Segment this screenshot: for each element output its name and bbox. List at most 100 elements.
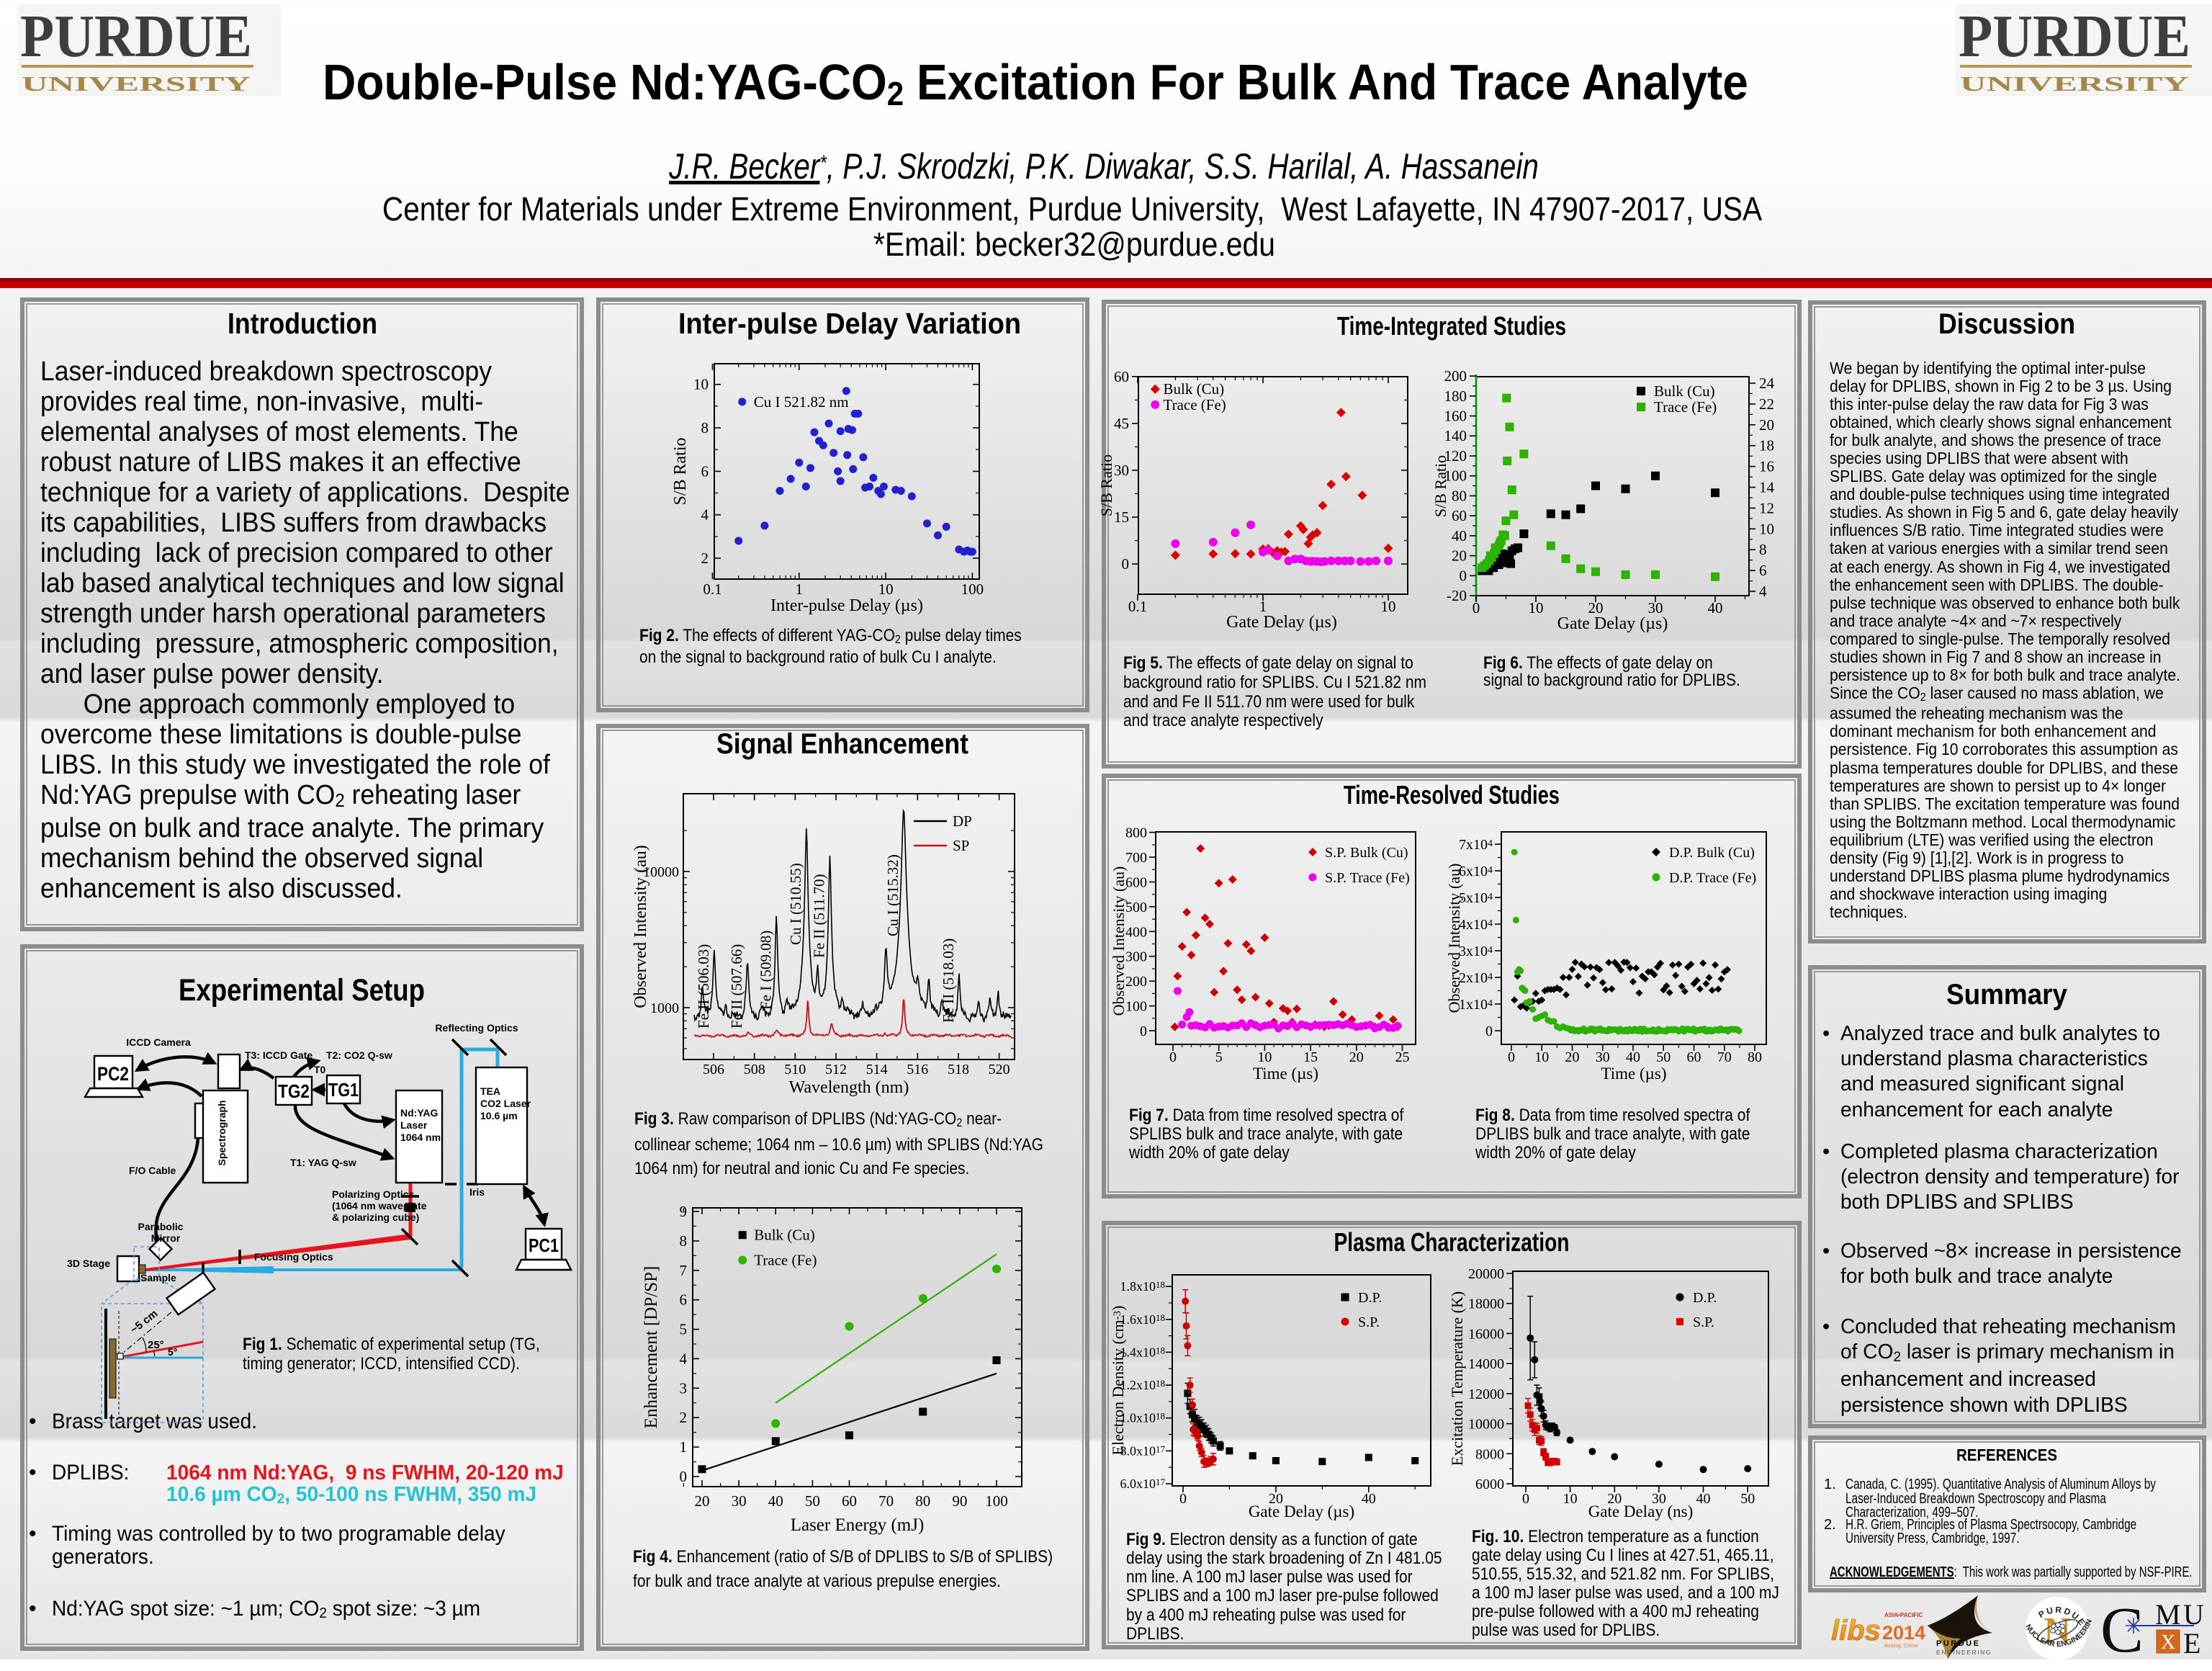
svg-text:510: 510	[784, 1062, 806, 1078]
svg-text:20: 20	[1565, 1049, 1580, 1065]
svg-text:0.1: 0.1	[703, 581, 721, 598]
svg-text:S.P.: S.P.	[1693, 1314, 1714, 1330]
svg-text:0: 0	[1140, 1023, 1147, 1039]
svg-text:Cu I (515.32): Cu I (515.32)	[884, 854, 902, 936]
svg-text:D.P. Bulk (Cu): D.P. Bulk (Cu)	[1669, 845, 1755, 861]
svg-text:T2: CO2 Q-sw: T2: CO2 Q-sw	[326, 1049, 392, 1061]
svg-text:Observed Intensity (au): Observed Intensity (au)	[1445, 864, 1463, 1013]
svg-text:200: 200	[1444, 367, 1467, 385]
svg-text:ASIA•PACIFIC: ASIA•PACIFIC	[1884, 1612, 1923, 1618]
svg-text:30: 30	[1596, 1049, 1610, 1065]
svg-text:Bulk (Cu): Bulk (Cu)	[754, 1227, 815, 1244]
svg-text:PURDUE: PURDUE	[1936, 1639, 1980, 1648]
svg-text:TEA: TEA	[480, 1085, 500, 1097]
svg-text:50: 50	[805, 1492, 820, 1510]
svg-text:40: 40	[1626, 1049, 1640, 1065]
svg-text:100: 100	[1125, 999, 1147, 1015]
svg-text:~5 cm: ~5 cm	[128, 1307, 160, 1336]
svg-text:4: 4	[701, 506, 709, 524]
svg-text:Cu I 521.82 nm: Cu I 521.82 nm	[754, 393, 849, 411]
svg-text:25°: 25°	[148, 1339, 164, 1351]
svg-text:Fe II (518.03): Fe II (518.03)	[940, 938, 957, 1023]
svg-text:5°: 5°	[168, 1346, 177, 1358]
svg-text:40: 40	[1362, 1491, 1376, 1507]
svg-text:& polarizing cube): & polarizing cube)	[332, 1211, 419, 1223]
svg-text:50: 50	[1656, 1049, 1671, 1065]
svg-text:60: 60	[1114, 368, 1129, 385]
svg-text:Wavelength (nm): Wavelength (nm)	[789, 1078, 909, 1097]
svg-text:SP: SP	[953, 837, 969, 854]
svg-text:40: 40	[1696, 1491, 1711, 1507]
svg-text:9: 9	[680, 1203, 688, 1220]
svg-text:2x104: 2x104	[1459, 970, 1493, 986]
svg-text:libs: libs	[1831, 1615, 1881, 1647]
svg-text:5: 5	[680, 1321, 688, 1338]
svg-text:0: 0	[1179, 1491, 1187, 1507]
svg-text:Observed Intensity (au): Observed Intensity (au)	[631, 845, 650, 1008]
svg-text:0.1: 0.1	[1128, 598, 1147, 615]
svg-text:1.2x1018: 1.2x1018	[1120, 1378, 1166, 1392]
svg-text:800: 800	[1125, 825, 1147, 841]
svg-text:TG2: TG2	[278, 1080, 310, 1102]
svg-text:0: 0	[680, 1468, 688, 1485]
svg-text:8: 8	[1759, 541, 1767, 558]
svg-text:18000: 18000	[1468, 1296, 1504, 1312]
svg-text:(1064 nm waveplate: (1064 nm waveplate	[332, 1200, 427, 1211]
svg-text:2: 2	[701, 550, 709, 567]
svg-text:20: 20	[1349, 1049, 1364, 1065]
svg-text:1x104: 1x104	[1459, 997, 1493, 1013]
svg-text:10: 10	[1529, 599, 1544, 617]
svg-text:TG1: TG1	[328, 1079, 359, 1101]
svg-text:100: 100	[1444, 467, 1467, 485]
svg-text:8000: 8000	[1475, 1446, 1504, 1462]
svg-text:Polarizing Optics: Polarizing Optics	[332, 1188, 415, 1200]
svg-text:0: 0	[1122, 555, 1130, 573]
svg-text:0: 0	[1169, 1049, 1177, 1065]
svg-text:U: U	[2183, 1598, 2204, 1631]
svg-text:506: 506	[703, 1062, 724, 1078]
svg-text:Gate Delay (µs): Gate Delay (µs)	[1249, 1502, 1354, 1520]
svg-text:T0: T0	[314, 1064, 326, 1075]
svg-text:Trace (Fe): Trace (Fe)	[1164, 396, 1226, 413]
svg-text:20: 20	[695, 1492, 710, 1510]
svg-text:0: 0	[1485, 1023, 1493, 1039]
svg-text:2014: 2014	[1882, 1622, 1925, 1644]
svg-text:Laser: Laser	[400, 1119, 428, 1131]
svg-text:Trace (Fe): Trace (Fe)	[1654, 398, 1717, 416]
svg-text:UNIVERSITY: UNIVERSITY	[22, 73, 251, 96]
svg-text:30: 30	[1648, 599, 1663, 617]
svg-text:Gate Delay (ns): Gate Delay (ns)	[1588, 1502, 1694, 1520]
svg-text:Nd:YAG: Nd:YAG	[400, 1107, 438, 1119]
svg-text:30: 30	[1652, 1491, 1666, 1507]
svg-text:Iris: Iris	[469, 1186, 485, 1198]
svg-text:20: 20	[1269, 1491, 1283, 1507]
svg-text:6.0x1017: 6.0x1017	[1120, 1477, 1166, 1491]
svg-text:20000: 20000	[1468, 1266, 1504, 1282]
svg-text:Focusing Optics: Focusing Optics	[254, 1251, 333, 1263]
svg-text:Fe II (511.70): Fe II (511.70)	[811, 874, 828, 958]
svg-text:S/B Ratio: S/B Ratio	[1097, 454, 1115, 516]
svg-text:ENGINEERING: ENGINEERING	[1936, 1649, 1992, 1656]
svg-text:24: 24	[1759, 375, 1775, 392]
svg-text:16: 16	[1759, 458, 1774, 475]
svg-text:Cu I (510.55): Cu I (510.55)	[787, 863, 804, 945]
svg-text:40: 40	[1452, 527, 1467, 545]
svg-text:20: 20	[1588, 599, 1604, 617]
svg-text:300: 300	[1125, 949, 1147, 965]
svg-text:180: 180	[1444, 387, 1467, 405]
svg-text:45: 45	[1114, 415, 1129, 432]
svg-text:4: 4	[680, 1350, 688, 1367]
svg-text:200: 200	[1125, 974, 1147, 990]
svg-text:F/O Cable: F/O Cable	[129, 1165, 176, 1176]
svg-text:C: C	[2100, 1595, 2144, 1666]
svg-text:100: 100	[985, 1492, 1008, 1510]
svg-text:0: 0	[1473, 599, 1480, 617]
svg-text:1: 1	[796, 581, 804, 598]
svg-text:Beijing, China: Beijing, China	[1884, 1642, 1918, 1649]
svg-text:40: 40	[768, 1492, 783, 1510]
svg-text:T1: YAG Q-sw: T1: YAG Q-sw	[290, 1157, 356, 1168]
svg-text:Time (µs): Time (µs)	[1253, 1065, 1318, 1083]
svg-text:10: 10	[878, 581, 894, 598]
svg-text:18: 18	[1759, 437, 1774, 454]
svg-text:ICCD Camera: ICCD Camera	[126, 1036, 191, 1048]
